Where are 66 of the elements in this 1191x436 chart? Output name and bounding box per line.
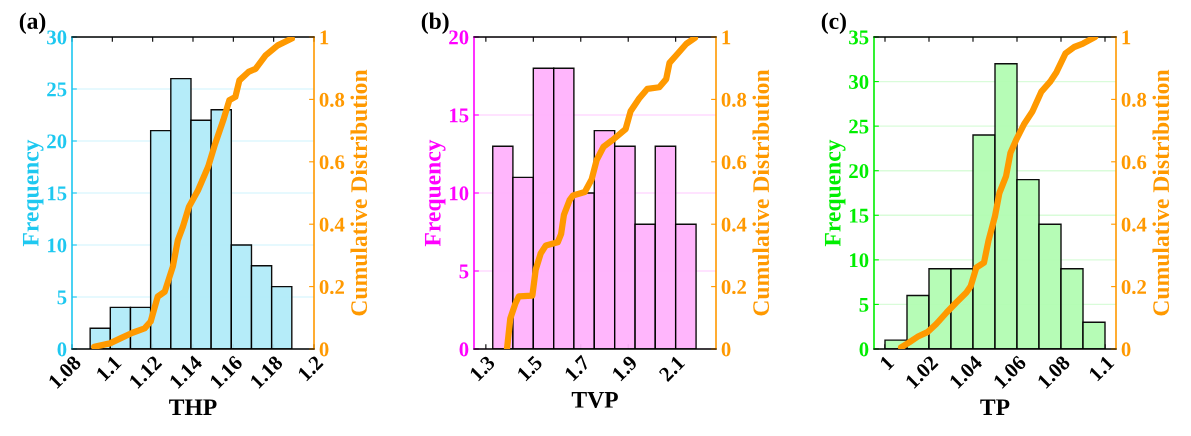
y-tick-label: 15 [849, 208, 869, 223]
x-tick-label: 2.1 [658, 355, 686, 383]
y2-tick-label: 0.4 [319, 217, 345, 232]
y2-tick-label: 1 [1122, 30, 1131, 45]
x-tick-label: 1.14 [168, 354, 204, 389]
y2-tick-label: 0.4 [721, 217, 747, 232]
y-tick-label: 30 [849, 74, 869, 89]
x-tick-label: 1.5 [516, 354, 544, 382]
chart-title: (a) [19, 12, 46, 34]
x-tick-label: 1.18 [249, 354, 284, 389]
chart-title: (b) [421, 12, 449, 34]
y2-axis-title: Cumulative Distribution [752, 69, 770, 316]
x-tick-label: 1.12 [128, 354, 163, 389]
y-tick-label: 15 [47, 186, 67, 201]
x-tick-label: 1.9 [611, 354, 639, 382]
y-tick-label: 20 [449, 30, 469, 45]
x-axis-title: THP [169, 399, 217, 415]
y2-tick-label: 0 [1121, 342, 1131, 357]
y-tick-label: 0 [859, 342, 869, 357]
y-axis-title: Frequency [424, 139, 446, 247]
y2-tick-label: 1 [320, 30, 329, 45]
y2-tick-label: 0.6 [721, 155, 747, 170]
y2-tick-label: 0.4 [1121, 217, 1147, 232]
y-tick-label: 5 [57, 290, 67, 305]
chart-title: (c) [821, 12, 846, 34]
y-tick-label: 5 [459, 264, 469, 279]
y2-tick-label: 1 [722, 30, 731, 45]
y-tick-label: 25 [47, 82, 67, 97]
x-axis-title: TP [980, 399, 1010, 415]
x-tick-label: 1.06 [992, 354, 1027, 389]
y-tick-label: 30 [47, 30, 67, 45]
x-tick-label: 1.1 [1088, 355, 1115, 382]
y2-tick-label: 0.2 [1121, 279, 1147, 295]
x-tick-label: 1.3 [469, 354, 496, 382]
y2-tick-label: 0.2 [319, 279, 345, 295]
y-tick-label: 20 [47, 134, 67, 149]
y-tick-label: 35 [849, 30, 869, 45]
y-axis-title: Frequency [22, 139, 44, 247]
x-tick-label: 1.02 [904, 354, 939, 389]
y-tick-label: 5 [859, 298, 869, 312]
y2-tick-label: 0.8 [319, 92, 345, 107]
y-tick-label: 0 [459, 342, 469, 357]
y-axis-title: Frequency [824, 139, 846, 247]
x-tick-label: 1.16 [209, 354, 244, 389]
x-tick-label: 1.7 [564, 354, 591, 382]
x-tick-label: 1.08 [1036, 354, 1071, 389]
y2-tick-label: 0 [721, 342, 731, 357]
x-axis-title: TVP [571, 392, 618, 408]
y2-axis-title: Cumulative Distribution [350, 69, 368, 316]
y-tick-label: 10 [849, 253, 869, 268]
y2-tick-label: 0.6 [319, 155, 345, 170]
x-tick-label: 1.1 [95, 355, 122, 382]
y2-tick-label: 0.8 [721, 92, 747, 107]
y-tick-label: 10 [449, 186, 469, 201]
x-tick-label: 1.04 [948, 354, 984, 389]
y2-axis-title: Cumulative Distribution [1152, 69, 1170, 316]
x-tick-label: 1 [879, 355, 895, 371]
y-tick-label: 25 [849, 119, 869, 134]
y-tick-label: 15 [449, 108, 469, 123]
y2-tick-label: 0.2 [721, 279, 747, 295]
y2-tick-label: 0.6 [1121, 155, 1147, 170]
y-tick-label: 10 [47, 238, 67, 253]
y2-tick-label: 0 [319, 342, 329, 357]
y-tick-label: 0 [57, 342, 67, 357]
y-tick-label: 20 [849, 164, 869, 179]
y2-tick-label: 0.8 [1121, 92, 1147, 107]
